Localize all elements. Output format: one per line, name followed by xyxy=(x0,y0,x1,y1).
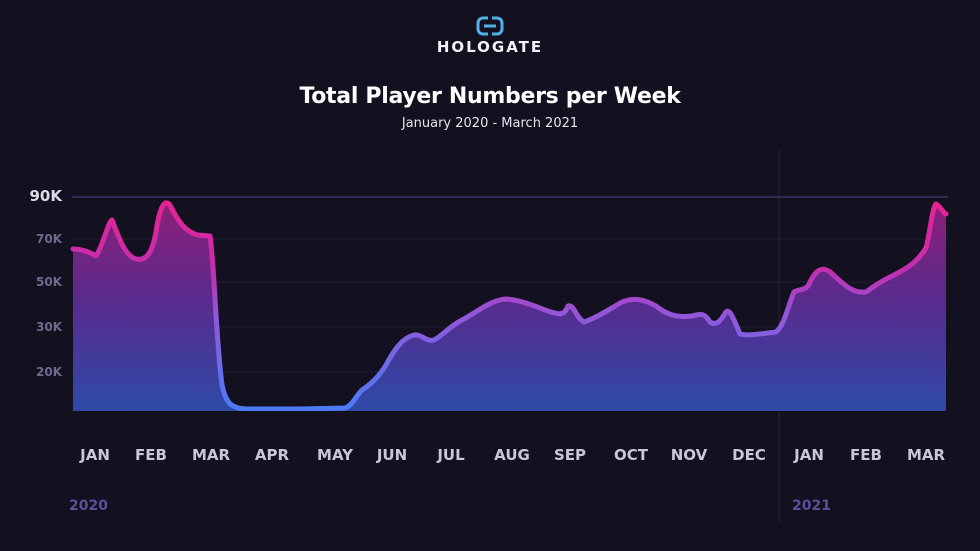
area-fill xyxy=(73,202,946,412)
year-label-2020: 2020 xyxy=(69,498,108,514)
y-tick-50k: 50K xyxy=(36,275,62,289)
data-line xyxy=(70,200,949,412)
x-tick-may-2020: MAY xyxy=(317,446,353,464)
x-tick-oct-2020: OCT xyxy=(614,446,648,464)
brand-name: HOLOGATE xyxy=(436,38,544,56)
x-tick-nov-2020: NOV xyxy=(670,446,708,464)
x-tick-jun-2020: JUN xyxy=(376,446,408,464)
brand-logo: HOLOGATE xyxy=(0,16,980,56)
year-label-2021: 2021 xyxy=(792,498,831,514)
y-tick-20k: 20K xyxy=(36,365,62,379)
y-tick-30k: 30K xyxy=(36,320,62,334)
x-tick-mar-2021: MAR xyxy=(906,446,946,464)
x-tick-feb-2020: FEB xyxy=(135,446,167,464)
x-tick-aug-2020: AUG xyxy=(494,446,530,464)
chart-title: Total Player Numbers per Week xyxy=(299,84,681,109)
x-tick-feb-2021: FEB xyxy=(850,446,882,464)
chart-subtitle: January 2020 - March 2021 xyxy=(401,116,579,131)
x-tick-jul-2020: JUL xyxy=(437,446,465,464)
x-tick-sep-2020: SEP xyxy=(553,446,587,464)
y-tick-70k: 70K xyxy=(36,232,62,246)
x-tick-apr-2020: APR xyxy=(254,446,290,464)
x-tick-jan-2020: JAN xyxy=(80,446,110,464)
y-tick-90k: 90K xyxy=(29,187,63,205)
x-tick-mar-2020: MAR xyxy=(191,446,231,464)
x-tick-dec-2020: DEC xyxy=(732,446,766,464)
hologate-link-icon xyxy=(476,16,504,36)
x-tick-jan-2021: JAN xyxy=(794,446,824,464)
